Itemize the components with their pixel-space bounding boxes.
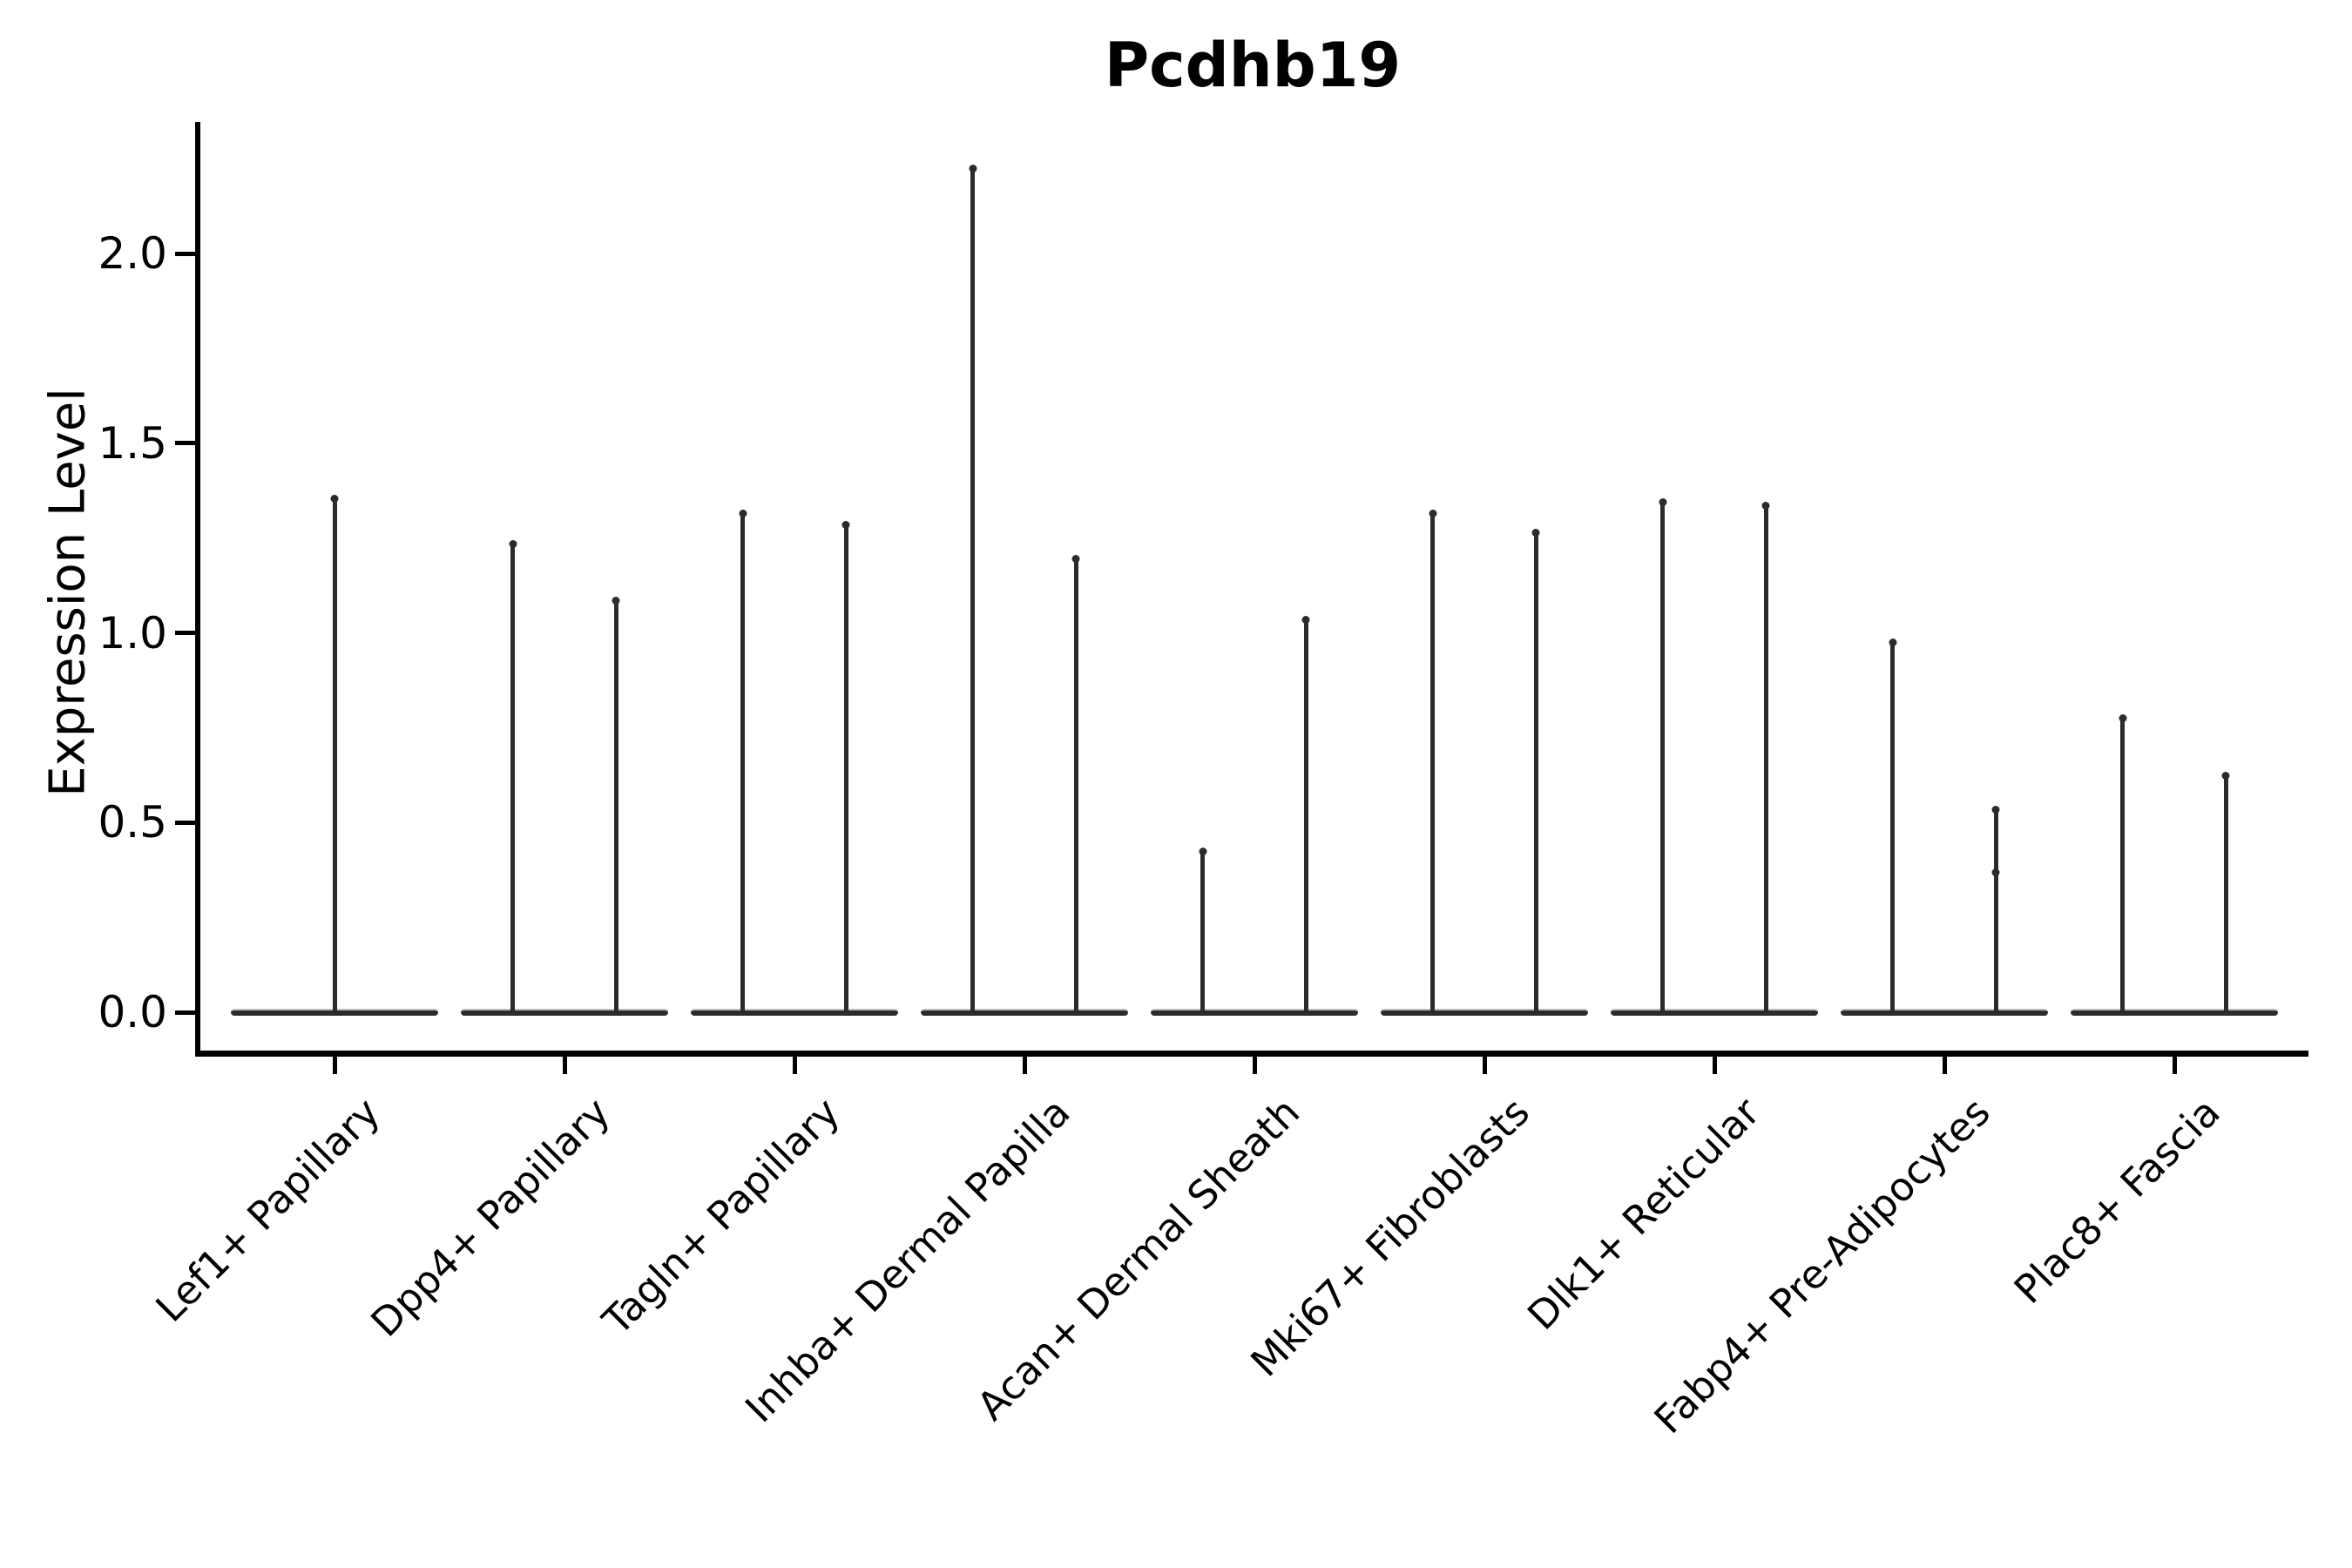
x-tick-label: Tagln+ Papillary <box>593 1089 849 1344</box>
violin-base <box>921 1009 1128 1016</box>
violin-spike <box>1991 805 2000 1012</box>
violin-spike-tip <box>1761 502 1770 510</box>
violin-spike <box>1199 847 1207 1012</box>
violin-spike <box>330 494 339 1012</box>
violin-spike <box>2119 714 2127 1012</box>
violin-spike-tip <box>739 510 747 518</box>
violin-base <box>1151 1009 1358 1016</box>
x-tick-mark <box>1482 1057 1487 1074</box>
violin-spike-tip <box>1991 805 2000 814</box>
x-tick-mark <box>562 1057 567 1074</box>
violin-spike <box>612 597 620 1012</box>
x-tick-label: Dpp4+ Papillary <box>362 1089 619 1346</box>
violin-spike-tip <box>1301 616 1310 625</box>
y-tick-label: 1.0 <box>98 607 167 659</box>
violin-spike-bump <box>1991 868 2000 876</box>
y-tick-mark <box>175 820 196 825</box>
x-axis-spine <box>195 1051 2308 1057</box>
violin-spike-tip <box>2221 771 2230 780</box>
violin-base <box>691 1009 898 1016</box>
violin-spike-tip <box>1531 528 1540 537</box>
violin-spike-tip <box>509 539 517 548</box>
y-tick-label: 2.0 <box>98 228 167 279</box>
violin-spike-tip <box>1199 847 1207 855</box>
violin-spike-tip <box>330 494 339 503</box>
x-tick-mark <box>1252 1057 1257 1074</box>
violin-base <box>461 1009 668 1016</box>
violin-spike <box>969 164 977 1012</box>
violin-spike-tip <box>1429 510 1437 518</box>
x-tick-label: Dlk1+ Reticular <box>1518 1089 1769 1339</box>
violin-spike-tip <box>612 597 620 605</box>
violin-spike-tip <box>841 521 850 530</box>
x-tick-mark <box>1022 1057 1027 1074</box>
violin-spike-tip <box>2119 714 2127 723</box>
violin-spike-tip <box>1659 498 1667 507</box>
y-tick-mark <box>175 441 196 446</box>
violin-spike <box>841 521 850 1012</box>
x-tick-mark <box>1942 1057 1947 1074</box>
y-tick-mark <box>175 1010 196 1015</box>
violin-spike <box>1531 528 1540 1012</box>
violin-spike <box>739 510 747 1012</box>
x-tick-mark <box>792 1057 797 1074</box>
y-tick-label: 1.5 <box>98 417 167 469</box>
violin-spike-tip <box>1071 555 1080 564</box>
y-tick-mark <box>175 631 196 635</box>
y-tick-label: 0.0 <box>98 987 167 1037</box>
violin-base <box>1381 1009 1588 1016</box>
violin-spike <box>1889 639 1897 1012</box>
x-tick-label: Plac8+ Fascia <box>2004 1089 2229 1313</box>
violin-spike <box>1659 498 1667 1012</box>
y-tick-label: 0.5 <box>98 797 167 848</box>
violin-spike <box>1429 510 1437 1012</box>
y-axis-spine <box>195 122 200 1057</box>
violin-spike-tip <box>1889 639 1897 647</box>
x-tick-mark <box>2172 1057 2177 1074</box>
violin-base <box>1841 1009 2048 1016</box>
violin-spike <box>1071 555 1080 1012</box>
violin-base <box>2071 1009 2278 1016</box>
violin-spike <box>509 539 517 1012</box>
violin-spike-tip <box>969 164 977 172</box>
violin-base <box>1611 1009 1818 1016</box>
violin-spike <box>2221 771 2230 1012</box>
chart-title: Pcdhb19 <box>1104 30 1402 101</box>
x-tick-label: Lef1+ Papillary <box>146 1089 389 1331</box>
y-tick-mark <box>175 251 196 256</box>
violin-spike <box>1761 502 1770 1012</box>
x-tick-mark <box>1712 1057 1717 1074</box>
violin-spike <box>1301 616 1310 1012</box>
x-tick-mark <box>332 1057 337 1074</box>
